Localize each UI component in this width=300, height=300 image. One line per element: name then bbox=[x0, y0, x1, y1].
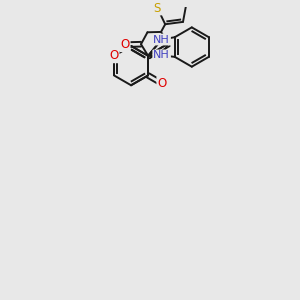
Text: O: O bbox=[120, 38, 130, 51]
Text: S: S bbox=[154, 2, 161, 14]
Text: O: O bbox=[157, 77, 167, 90]
Text: NH: NH bbox=[153, 34, 170, 44]
Text: O: O bbox=[110, 49, 119, 62]
Text: NH: NH bbox=[153, 50, 170, 60]
